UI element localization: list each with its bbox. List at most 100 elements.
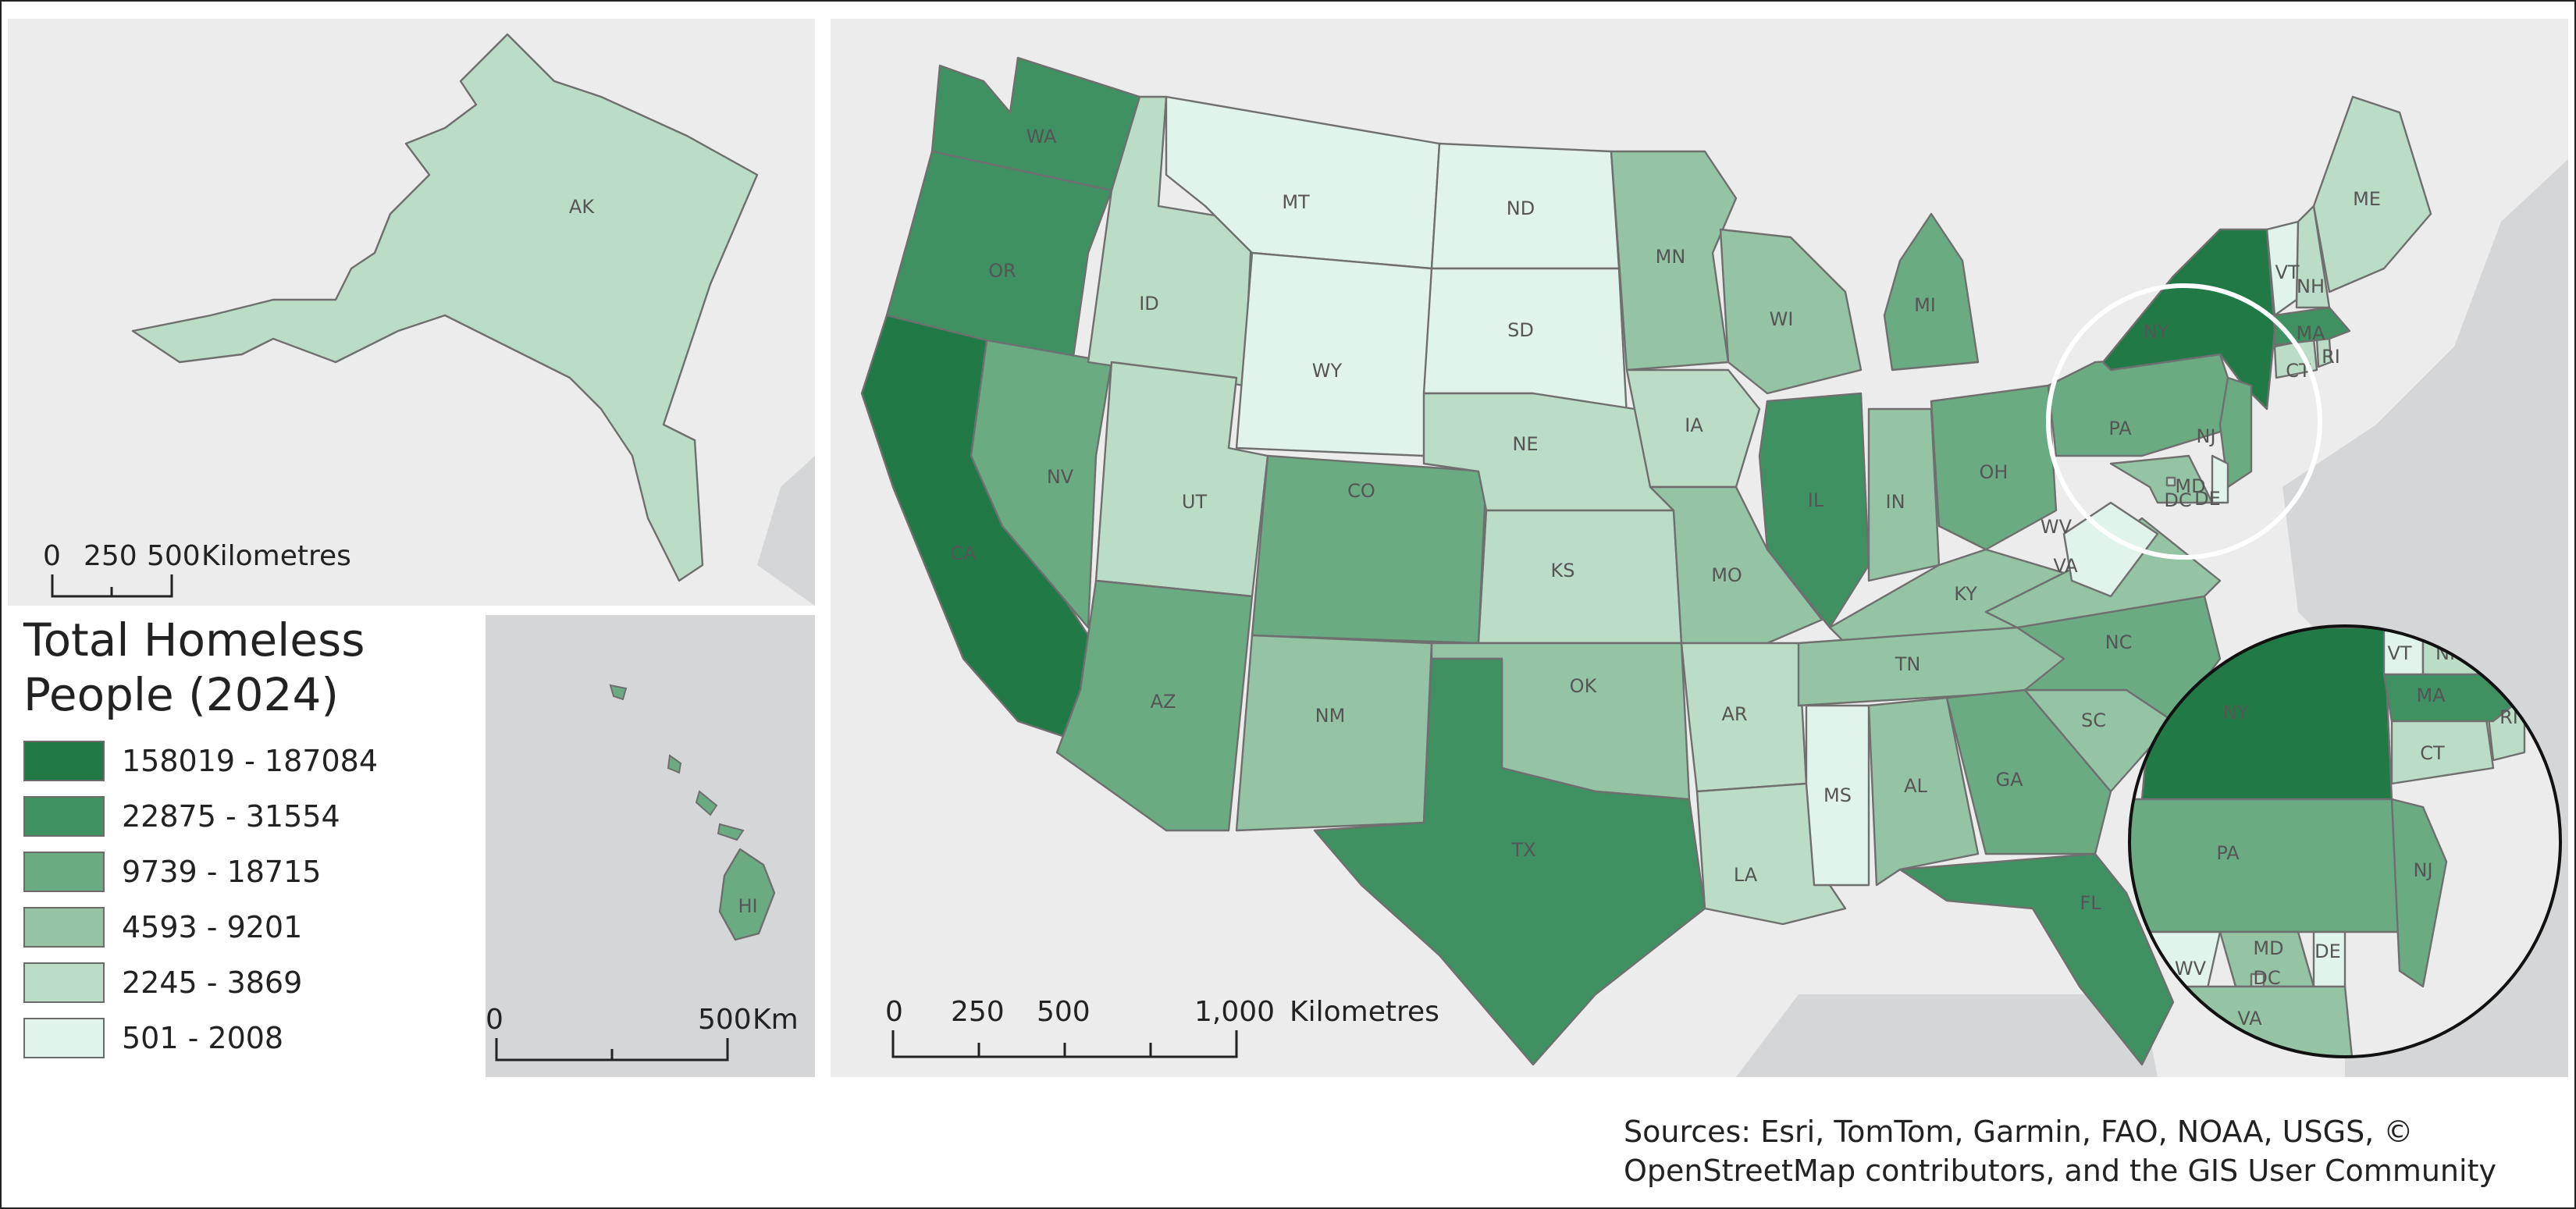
state-GA[interactable] [1945, 688, 2112, 855]
legend-title-line1: Total Homeless [23, 613, 365, 667]
state-label: AL [1904, 775, 1927, 797]
state-label: TX [1510, 839, 1535, 861]
zoom-state-label: VA [2237, 1008, 2262, 1029]
zoom-state-label: NJ [2413, 859, 2432, 881]
legend-label: 158019 - 187084 [122, 743, 378, 778]
sources-line-1: Sources: Esri, TomTom, Garmin, FAO, NOAA… [1624, 1115, 2414, 1149]
state-label: FL [2080, 892, 2101, 914]
state-WV[interactable] [2062, 501, 2159, 598]
state-MS[interactable] [1805, 704, 1870, 887]
state-label: RI [2322, 346, 2340, 368]
hawaii-scale-tick-0: 0 [486, 1004, 503, 1036]
state-KS[interactable] [1477, 509, 1683, 645]
zoom-state-label: MA [2416, 685, 2446, 706]
legend-swatch [23, 851, 105, 892]
legend-label: 501 - 2008 [122, 1020, 284, 1055]
state-label: NE [1512, 433, 1538, 455]
state-IA[interactable] [1625, 368, 1761, 489]
legend-title-line2: People (2024) [23, 668, 339, 721]
state-label: ME [2353, 188, 2381, 210]
state-label: VA [2053, 555, 2078, 577]
legend-title: Total Homeless People (2024) [23, 613, 461, 722]
legend-item: 4593 - 9201 [23, 899, 461, 955]
sources-line-2: OpenStreetMap contributors, and the GIS … [1624, 1154, 2496, 1188]
legend-item: 2245 - 3869 [23, 955, 461, 1010]
state-NJ[interactable] [2218, 376, 2253, 489]
state-label: MS [1823, 784, 1852, 806]
state-label: ND [1507, 197, 1535, 219]
zoom-state-label: CT [2420, 742, 2445, 764]
state-label: WI [1770, 308, 1794, 330]
alaska-scale-unit: Kilometres [201, 540, 351, 572]
zoom-state-label: DE [2314, 941, 2341, 962]
zoom-state-NJ[interactable] [2390, 798, 2448, 988]
hawaii-inset-map[interactable]: HI 0 500 Km [486, 615, 815, 1077]
state-label: TN [1895, 653, 1921, 675]
legend-label: 22875 - 31554 [122, 798, 340, 834]
legend-swatch [23, 795, 105, 837]
northeast-zoom-indicator [2046, 283, 2322, 560]
state-WY[interactable] [1235, 251, 1433, 457]
state-AL[interactable] [1867, 696, 1980, 887]
state-NC[interactable] [2016, 595, 2222, 723]
main-scale-tick-250: 250 [951, 996, 1005, 1028]
legend: Total Homeless People (2024) 158019 - 18… [23, 613, 461, 1065]
legend-swatch [23, 1017, 105, 1058]
state-label: OR [988, 260, 1016, 282]
state-MO[interactable] [1649, 485, 1823, 645]
state-DE[interactable] [2211, 454, 2229, 504]
state-label: SC [2081, 709, 2106, 731]
hawaii-scale-unit: Km [753, 1004, 799, 1036]
state-DC[interactable] [2165, 476, 2176, 487]
state-FL[interactable] [1898, 852, 2175, 1066]
state-AK[interactable] [131, 33, 759, 582]
main-scale-tick-500: 500 [1037, 996, 1091, 1028]
alaska-scale-tick-500: 500 [147, 540, 201, 572]
state-WI[interactable] [1719, 228, 1863, 395]
state-OH[interactable] [1930, 384, 2058, 551]
northeast-magnifier-inset[interactable]: NY PA NJ WV MD DE DC VA CT RI MA VT NH [2126, 624, 2562, 1065]
contiguous-us-map[interactable]: WA OR CA NV ID MT WY UT AZ CO NM ND SD N… [831, 19, 2568, 1077]
state-label: NM [1315, 705, 1346, 727]
zoom-state-PA[interactable] [2126, 798, 2425, 933]
alaska-inset-map[interactable]: AK 0 250 500 Kilometres [8, 19, 815, 606]
state-label: UT [1182, 491, 1208, 513]
state-MD[interactable] [2109, 454, 2214, 504]
state-label: MD [2175, 475, 2205, 497]
legend-swatch [23, 740, 105, 781]
state-label-HI: HI [738, 895, 757, 917]
legend-item: 158019 - 187084 [23, 733, 461, 788]
state-labels: WA OR CA NV ID MT WY UT AZ CO NM ND SD N… [950, 126, 2381, 914]
state-MA[interactable] [2273, 306, 2351, 347]
state-label: MN [1656, 246, 1686, 268]
state-label: NY [2144, 321, 2169, 343]
state-label: VT [2275, 261, 2299, 283]
state-NH[interactable] [2295, 204, 2331, 309]
state-NM[interactable] [1235, 634, 1433, 832]
zoom-state-label: PA [2216, 842, 2240, 864]
state-label: NH [2297, 276, 2325, 297]
state-label: IN [1885, 491, 1905, 513]
state-label: MA [2296, 322, 2325, 344]
state-label: WV [2041, 516, 2073, 538]
zoom-state-label: VT [2387, 642, 2411, 664]
state-label: NC [2105, 631, 2133, 653]
alaska-scale-tick-0: 0 [43, 540, 61, 572]
state-ME[interactable] [2312, 95, 2432, 293]
zoom-state-label: DC [2253, 967, 2280, 989]
state-label: AR [1721, 703, 1747, 725]
state-label: PA [2108, 418, 2132, 439]
state-label: LA [1734, 864, 1758, 886]
state-TX[interactable] [1313, 657, 1706, 1066]
state-AZ[interactable] [1055, 579, 1254, 832]
state-label: DC [2164, 489, 2191, 511]
legend-label: 2245 - 3869 [122, 965, 303, 1000]
legend-swatch [23, 962, 105, 1003]
state-HI[interactable] [718, 848, 776, 941]
state-label: MI [1914, 294, 1936, 316]
state-MI[interactable] [1883, 212, 1980, 372]
state-label: GA [1995, 769, 2023, 791]
hawaii-scale-tick-500: 500 [698, 1004, 752, 1036]
state-NY[interactable] [2101, 228, 2276, 411]
legend-label: 4593 - 9201 [122, 909, 303, 944]
